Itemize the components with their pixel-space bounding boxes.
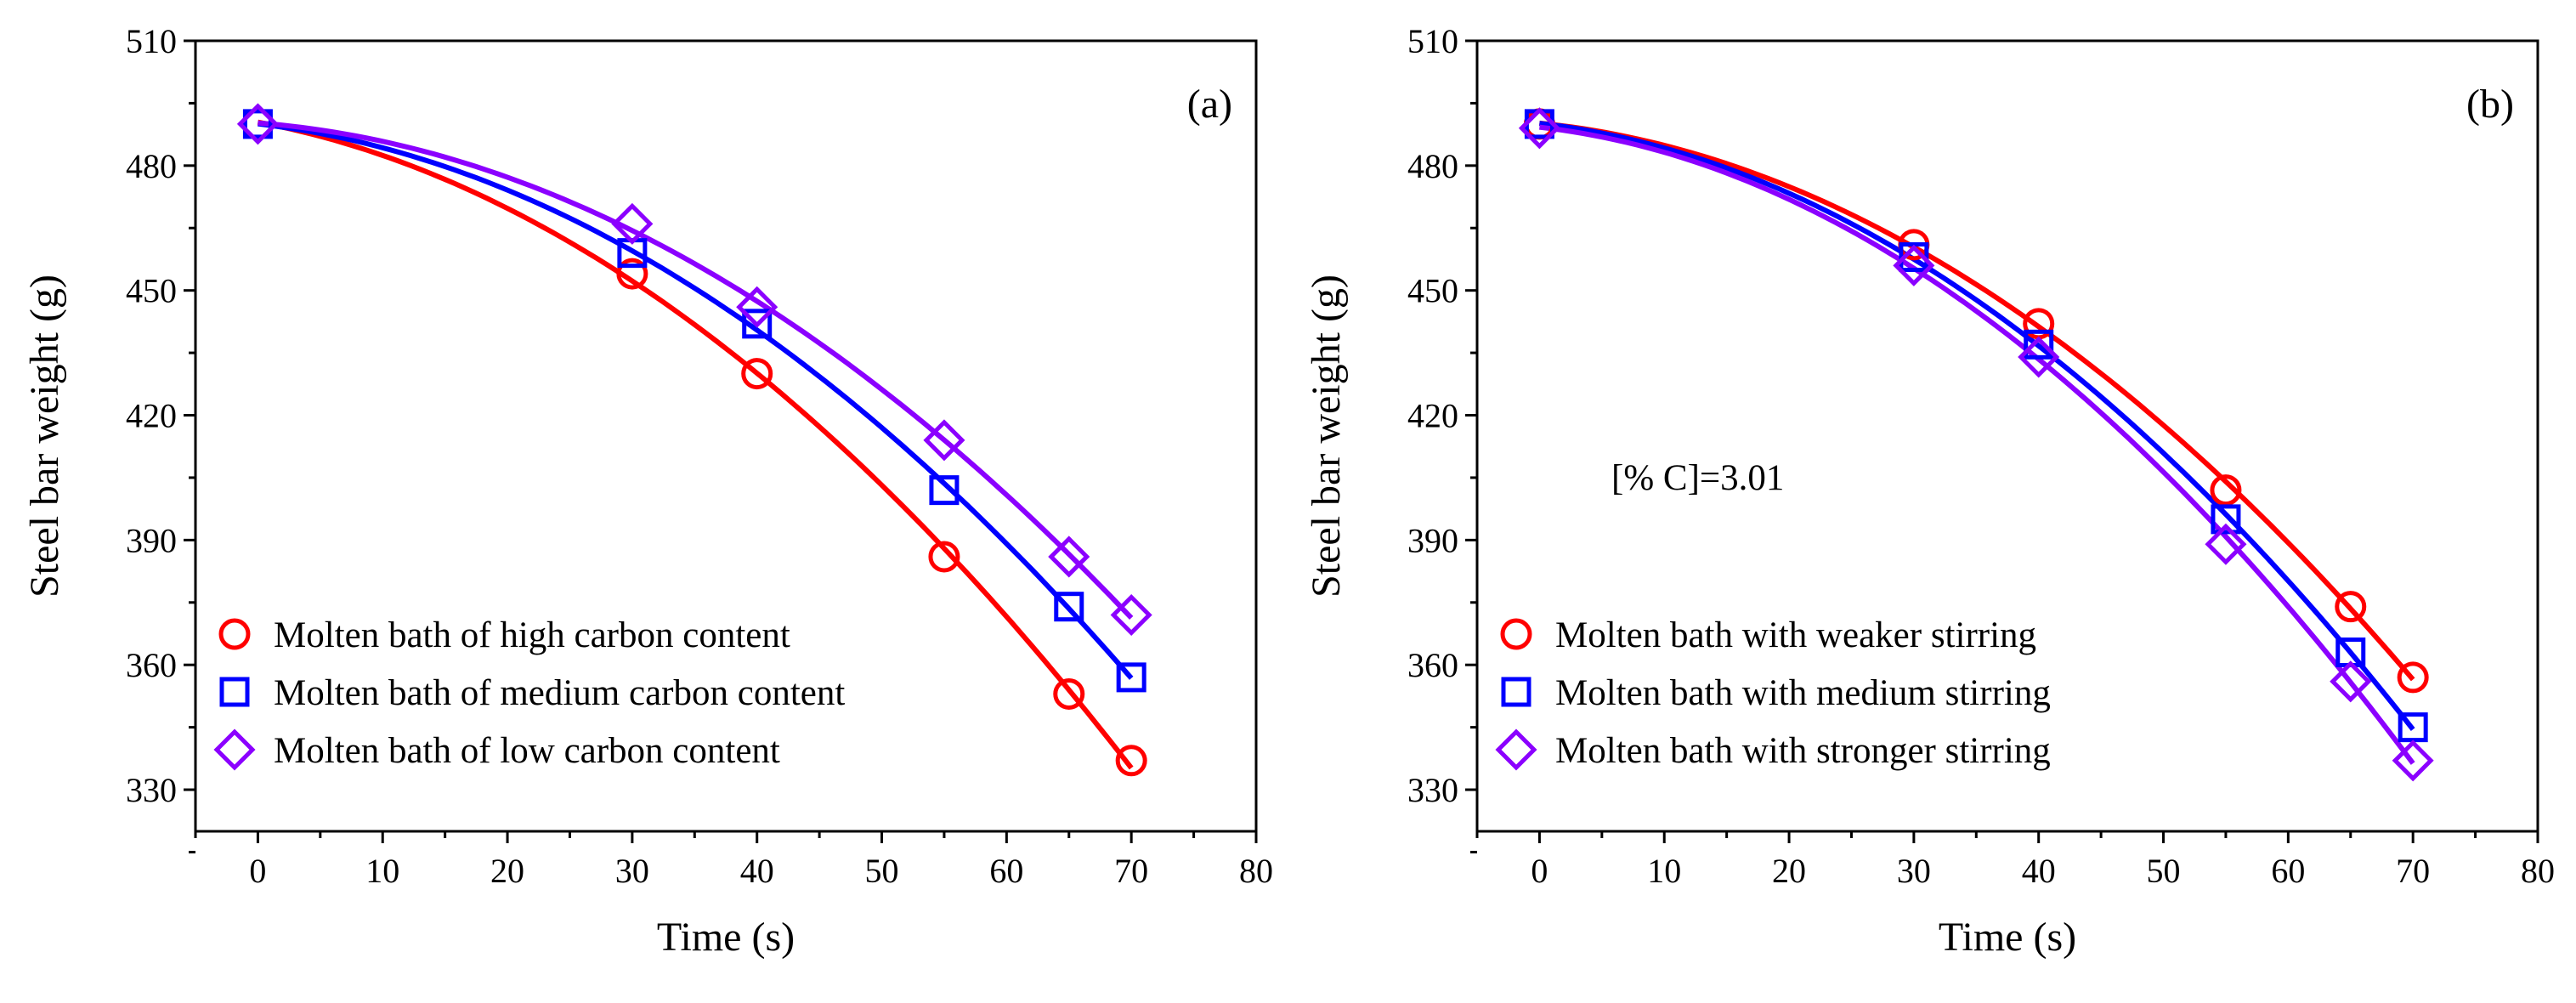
- data-point-series-3: [2330, 660, 2372, 703]
- y-tick-label: 330: [1407, 771, 1458, 809]
- fit-curve-series-2: [258, 121, 1134, 680]
- x-tick-label: 80: [2521, 852, 2555, 890]
- x-tick-label: 20: [1772, 852, 1806, 890]
- x-tick-label: 20: [490, 852, 524, 890]
- data-point-series-3: [736, 286, 778, 328]
- data-point-series-1: [1053, 677, 1085, 710]
- data-point-series-3: [2392, 740, 2434, 782]
- y-tick-label: 480: [1407, 147, 1458, 185]
- x-tick-label: 40: [740, 852, 774, 890]
- y-tick-label: 390: [1407, 521, 1458, 559]
- y-tick-label: 480: [126, 147, 177, 185]
- data-point-series-2: [242, 109, 273, 139]
- legend-marker-3: [1495, 728, 1537, 771]
- legend-marker-3: [213, 728, 256, 771]
- y-tick-label: 510: [126, 22, 177, 60]
- x-tick-label: 80: [1239, 852, 1273, 890]
- fit-curve-series-3: [1539, 124, 2415, 765]
- x-axis-label: Time (s): [657, 915, 795, 960]
- data-point-series-3: [1110, 593, 1152, 637]
- x-tick-label: 0: [1531, 852, 1548, 890]
- panel-label: (a): [1187, 82, 1232, 127]
- y-tick-label: 360: [126, 646, 177, 684]
- panel-b: 0 10 20 30 40 50 60 70 80 330 360 390 420 450 480 510 Ti…: [1304, 22, 2555, 960]
- legend-marker-1: [1500, 618, 1532, 650]
- fit-curve-series-2: [1539, 121, 2415, 731]
- x-tick-label: 70: [2396, 852, 2430, 890]
- data-point-series-3: [236, 103, 279, 145]
- x-tick-label: 70: [1114, 852, 1148, 890]
- legend-marker-2: [1501, 677, 1531, 707]
- x-tick-label: 10: [365, 852, 399, 890]
- x-axis-label: Time (s): [1939, 915, 2076, 960]
- legend-label-2: Molten bath with medium stirring: [1555, 673, 2051, 713]
- y-tick-label: 450: [126, 272, 177, 310]
- data-point-series-2: [742, 309, 773, 339]
- data-point-series-3: [611, 202, 654, 245]
- y-tick-label: 360: [1407, 646, 1458, 684]
- panel-a: 0 10 20 30 40 50 60 70 80 330 360 390 420 450 480 510 Ti…: [22, 22, 1273, 960]
- plot-frame: [194, 39, 1258, 833]
- x-tick-label: 40: [2022, 852, 2056, 890]
- x-tick-label: 30: [615, 852, 649, 890]
- data-point-series-3: [1048, 536, 1090, 578]
- data-point-series-2: [2211, 504, 2241, 535]
- data-point-series-3: [923, 419, 965, 462]
- data-point-series-1: [616, 258, 648, 290]
- data-point-series-2: [1116, 662, 1146, 693]
- y-tick-label: 420: [126, 397, 177, 435]
- legend-marker-2: [219, 677, 250, 707]
- fit-curve-series-1: [257, 119, 1134, 770]
- legend-label-3: Molten bath of low carbon content: [274, 731, 780, 771]
- data-point-series-1: [928, 541, 960, 573]
- x-tick-label: 30: [1897, 852, 1931, 890]
- data-point-series-3: [1518, 107, 1560, 150]
- legend-marker-1: [218, 618, 251, 650]
- plot-frame: [1475, 39, 2539, 833]
- data-point-series-3: [1893, 244, 1935, 286]
- data-point-series-1: [2335, 591, 2367, 623]
- composition-annotation: [% C]=3.01: [1611, 458, 1784, 498]
- y-tick-label: 450: [1407, 272, 1458, 310]
- y-tick-label: 420: [1407, 397, 1458, 435]
- legend-label-3: Molten bath with stronger stirring: [1555, 731, 2051, 771]
- x-tick-label: 50: [2147, 852, 2181, 890]
- x-tick-label: 60: [2271, 852, 2305, 890]
- data-point-series-3: [2018, 336, 2060, 378]
- y-tick-label: 390: [126, 521, 177, 559]
- data-point-series-2: [2024, 329, 2054, 360]
- data-point-series-1: [1115, 745, 1147, 777]
- data-point-series-1: [2210, 474, 2242, 507]
- data-point-series-2: [1054, 592, 1084, 622]
- legend-label-2: Molten bath of medium carbon content: [274, 673, 845, 713]
- x-tick-label: 10: [1647, 852, 1681, 890]
- legend-label-1: Molten bath of high carbon content: [274, 615, 790, 655]
- legend-label-1: Molten bath with weaker stirring: [1555, 615, 2036, 655]
- fit-curve-series-1: [1539, 120, 2415, 682]
- y-tick-label: 330: [126, 771, 177, 809]
- data-point-series-1: [2397, 661, 2429, 694]
- data-point-series-3: [2205, 523, 2247, 565]
- y-tick-label: 510: [1407, 22, 1458, 60]
- data-point-series-2: [1899, 242, 1929, 273]
- y-axis-label: Steel bar weight (g): [22, 275, 67, 598]
- x-tick-label: 50: [865, 852, 899, 890]
- fit-curve-series-3: [258, 120, 1134, 620]
- x-tick-label: 60: [989, 852, 1023, 890]
- y-axis-label: Steel bar weight (g): [1304, 275, 1349, 598]
- data-point-series-1: [741, 358, 773, 390]
- x-tick-label: 0: [249, 852, 266, 890]
- data-point-series-2: [929, 475, 960, 506]
- panel-label: (b): [2466, 82, 2514, 127]
